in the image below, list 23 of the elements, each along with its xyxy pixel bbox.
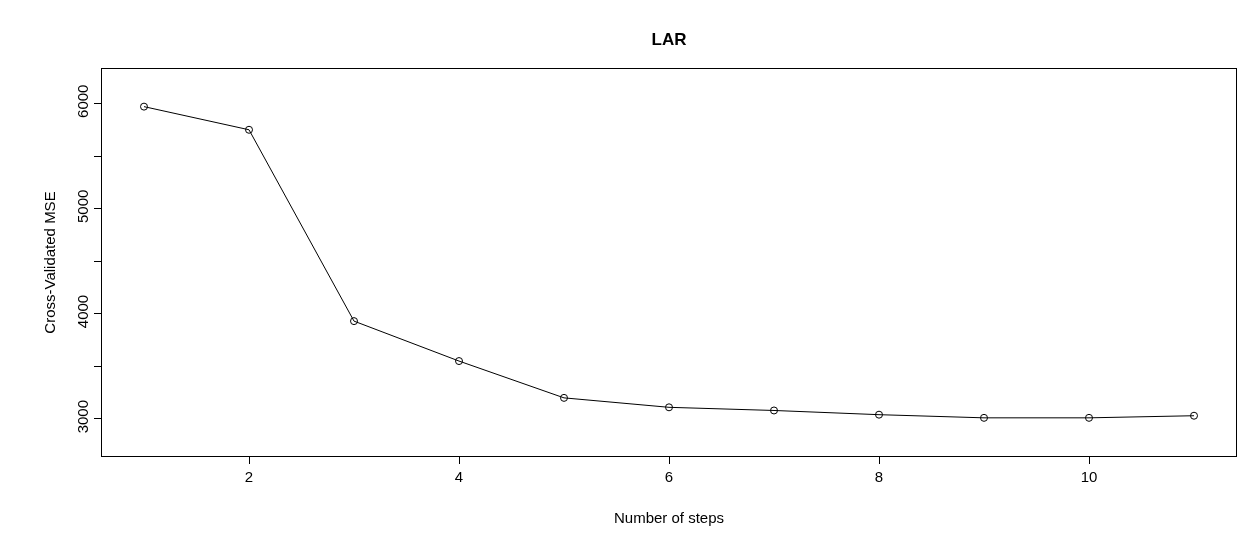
x-tick-label: 6 bbox=[664, 468, 674, 485]
x-axis-title: Number of steps bbox=[613, 509, 725, 526]
point bbox=[455, 357, 463, 366]
x-tick-label: 8 bbox=[874, 468, 884, 485]
point bbox=[770, 406, 778, 415]
point bbox=[350, 317, 358, 326]
point bbox=[245, 125, 253, 134]
y-tick-label: 5000 bbox=[74, 189, 91, 224]
point bbox=[665, 403, 673, 412]
point bbox=[1190, 411, 1198, 420]
point bbox=[140, 102, 148, 111]
x-tick-label: 2 bbox=[244, 468, 254, 485]
point bbox=[875, 410, 883, 419]
point bbox=[1085, 413, 1093, 422]
x-tick-label: 10 bbox=[1080, 468, 1098, 485]
y-tick-label: 6000 bbox=[74, 84, 91, 118]
y-tick-label: 4000 bbox=[74, 294, 91, 329]
y-axis-title: Cross-Validated MSE bbox=[41, 191, 59, 334]
x-tick-label: 4 bbox=[454, 468, 464, 485]
chart-title: LAR bbox=[651, 30, 687, 50]
point bbox=[980, 413, 988, 422]
y-tick-label: 3000 bbox=[74, 399, 91, 434]
point bbox=[560, 393, 568, 402]
